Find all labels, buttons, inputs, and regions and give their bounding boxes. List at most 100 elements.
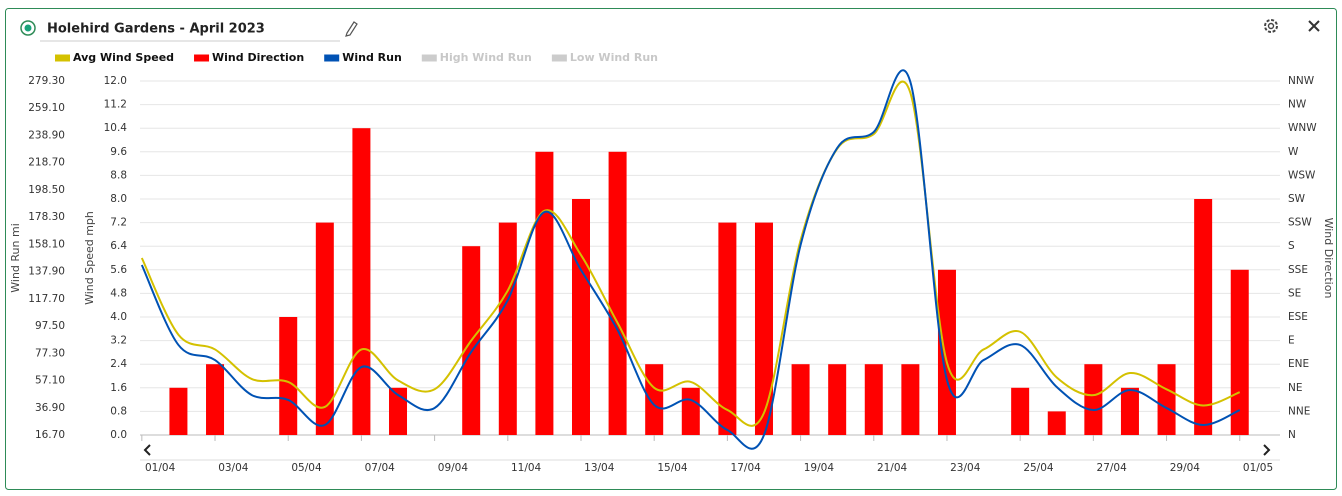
legend-item[interactable]: Wind Direction: [194, 51, 304, 64]
line: [140, 80, 1241, 427]
y-tick-label: 11.2: [104, 99, 127, 111]
status-dot: [24, 24, 32, 32]
x-tick-label: 03/04: [218, 462, 249, 474]
y-tick-label: 4.0: [110, 311, 127, 323]
bar: [718, 222, 737, 435]
settings-icon[interactable]: [1264, 19, 1278, 33]
y2-tick-label: 137.90: [28, 266, 65, 278]
y-tick-label: 6.4: [110, 240, 127, 252]
y-tick-label: 1.6: [110, 382, 127, 394]
x-tick-label: 25/04: [1023, 462, 1054, 474]
legend-label: Avg Wind Speed: [73, 51, 174, 64]
x-tick-label: 19/04: [804, 462, 835, 474]
x-tick-label: 21/04: [877, 462, 908, 474]
y3-tick-label: WSW: [1288, 169, 1316, 181]
status-icon: [20, 20, 36, 36]
y-tick-label: 12.0: [104, 75, 127, 87]
y-tick-label: 8.0: [110, 193, 127, 205]
y3-tick-label: WNW: [1288, 122, 1317, 134]
bar: [1047, 411, 1066, 435]
y2-tick-label: 77.30: [35, 347, 65, 359]
x-tick-label: 01/04: [145, 462, 176, 474]
bar: [608, 151, 627, 436]
y3-tick-label: NNW: [1288, 75, 1315, 87]
legend-swatch: [421, 54, 437, 62]
y3-tick-label: ENE: [1288, 358, 1309, 370]
y2-tick-label: 178.30: [28, 211, 65, 223]
next-button[interactable]: [1263, 444, 1271, 456]
y2-tick-label: 97.50: [35, 320, 65, 332]
y3-tick-label: NNE: [1288, 405, 1310, 417]
legend-label: High Wind Run: [440, 51, 532, 64]
x-tick-label: 23/04: [950, 462, 981, 474]
bar: [352, 128, 371, 435]
y-tick-label: 4.8: [110, 287, 127, 299]
x-tick-label: 29/04: [1170, 462, 1201, 474]
line: [140, 69, 1241, 450]
legend-label: Wind Direction: [212, 51, 304, 64]
bar: [206, 364, 225, 435]
y2-tick-label: 117.70: [28, 293, 65, 305]
y-tick-label: 8.8: [110, 169, 127, 181]
x-tick-label: 07/04: [365, 462, 396, 474]
y-tick-label: 9.6: [110, 146, 127, 158]
legend-item[interactable]: Low Wind Run: [551, 51, 658, 64]
bar: [1157, 364, 1176, 435]
legend-swatch: [194, 54, 210, 62]
legend-label: Wind Run: [342, 51, 402, 64]
x-tick-label: 13/04: [584, 462, 615, 474]
panel: [5, 8, 1337, 490]
legend-label: Low Wind Run: [570, 51, 658, 64]
y3-tick-label: SE: [1288, 287, 1301, 299]
bar: [535, 151, 554, 436]
x-tick-label: 05/04: [291, 462, 322, 474]
x-tick-label: 01/05: [1243, 462, 1273, 474]
y-tick-label: 10.4: [104, 122, 128, 134]
axis-title: Wind Speed mph: [83, 211, 96, 305]
y-tick-label: 7.2: [110, 217, 127, 229]
x-tick-label: 09/04: [438, 462, 469, 474]
x-tick-label: 11/04: [511, 462, 542, 474]
y2-tick-label: 198.50: [28, 184, 65, 196]
y3-tick-label: E: [1288, 335, 1295, 347]
bar: [791, 364, 810, 435]
y3-tick-label: W: [1288, 146, 1299, 158]
y-tick-label: 0.0: [110, 429, 127, 441]
y-tick-label: 3.2: [110, 335, 127, 347]
y2-tick-label: 57.10: [35, 375, 65, 387]
x-tick-label: 17/04: [731, 462, 762, 474]
legend-swatch: [551, 54, 567, 62]
y-tick-label: 5.6: [110, 264, 127, 276]
bar: [901, 364, 920, 435]
y2-tick-label: 16.70: [35, 429, 65, 441]
y3-tick-label: SSE: [1288, 264, 1308, 276]
axis-title: Wind Direction: [1322, 218, 1335, 299]
legend-item[interactable]: Wind Run: [324, 51, 402, 64]
legend-item[interactable]: High Wind Run: [421, 51, 532, 64]
x-tick-label: 27/04: [1097, 462, 1128, 474]
bar: [1084, 364, 1103, 435]
bar: [864, 364, 883, 435]
y3-tick-label: N: [1288, 429, 1296, 441]
axis-title: Wind Run mi: [9, 223, 22, 293]
widget-title: Holehird Gardens - April 2023: [47, 22, 265, 37]
y2-tick-label: 218.70: [28, 157, 65, 169]
bar: [681, 387, 700, 435]
legend-swatch: [55, 54, 70, 62]
bar: [315, 222, 334, 435]
legend-item[interactable]: Avg Wind Speed: [55, 51, 174, 64]
y2-tick-label: 259.10: [28, 102, 65, 114]
close-icon[interactable]: [1308, 20, 1320, 32]
bar: [828, 364, 847, 435]
y2-tick-label: 238.90: [28, 129, 65, 141]
bar: [645, 364, 664, 435]
prev-button[interactable]: [143, 444, 151, 456]
edit-icon[interactable]: [345, 21, 358, 37]
bar: [498, 222, 517, 435]
bar: [1011, 387, 1030, 435]
y3-tick-label: ESE: [1288, 311, 1308, 323]
y3-tick-label: NW: [1288, 99, 1307, 111]
bar: [279, 317, 298, 435]
bar: [1194, 199, 1213, 435]
